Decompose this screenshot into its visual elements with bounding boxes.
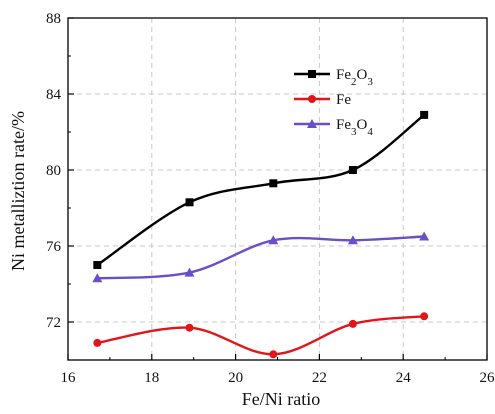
- data-point: [93, 338, 102, 347]
- x-axis-label: Fe/Ni ratio: [242, 389, 321, 409]
- plot-frame: [67, 17, 488, 361]
- data-point: [348, 166, 357, 174]
- data-point: [268, 235, 279, 245]
- data-point: [269, 179, 278, 188]
- data-point: [185, 323, 194, 332]
- data-point: [420, 110, 429, 119]
- data-point: [348, 319, 357, 328]
- y-tick-label: 88: [46, 11, 61, 27]
- y-axis-label: Ni metalliztion rate/%: [8, 111, 28, 271]
- data-point: [184, 267, 195, 277]
- y-tick-label: 80: [46, 163, 61, 179]
- y-tick-label: 76: [46, 239, 62, 255]
- x-tick-label: 24: [396, 370, 412, 386]
- x-tick-label: 26: [480, 370, 495, 386]
- data-point: [93, 261, 102, 269]
- data-point: [185, 198, 194, 207]
- data-point: [92, 273, 103, 283]
- data-point: [347, 235, 358, 245]
- legend-marker: [308, 95, 316, 103]
- grid: [68, 18, 487, 360]
- legend-label: Fe3O4: [336, 117, 373, 138]
- ticks: [67, 17, 488, 361]
- y-tick-label: 84: [46, 87, 62, 103]
- legend-marker: [307, 119, 317, 128]
- series-curve: [97, 235, 425, 280]
- legend: Fe2O3 Fe Fe3O4: [294, 67, 373, 138]
- series-curve: [96, 113, 425, 266]
- y-tick-label: 72: [46, 315, 61, 331]
- x-tick-label: 20: [228, 370, 243, 386]
- x-tick-label: 16: [61, 370, 77, 386]
- legend-label: Fe2O3: [336, 67, 373, 88]
- x-tick-label: 22: [312, 370, 327, 386]
- data-point: [269, 350, 278, 359]
- x-tick-label: 18: [144, 370, 159, 386]
- data-point: [420, 312, 429, 321]
- legend-label: Fe: [336, 92, 351, 108]
- tick-labels: 16 18 20 22 24 26 72 76 80 84 88: [46, 11, 495, 386]
- markers: [92, 110, 430, 359]
- curves: [96, 113, 425, 356]
- legend-marker: [308, 70, 316, 78]
- data-point: [419, 231, 430, 241]
